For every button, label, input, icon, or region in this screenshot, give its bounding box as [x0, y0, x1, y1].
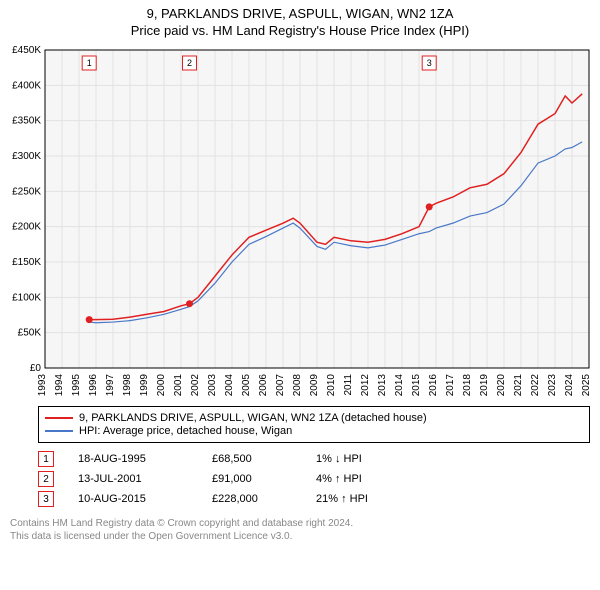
svg-text:2004: 2004: [224, 374, 235, 397]
legend-swatch: [45, 430, 73, 432]
legend-item: HPI: Average price, detached house, Wiga…: [45, 425, 583, 437]
svg-text:£100K: £100K: [12, 292, 41, 303]
svg-text:2025: 2025: [581, 374, 592, 397]
svg-text:£300K: £300K: [12, 151, 41, 162]
svg-text:1994: 1994: [54, 374, 65, 397]
svg-text:£350K: £350K: [12, 116, 41, 127]
title-sub: Price paid vs. HM Land Registry's House …: [4, 23, 596, 38]
sale-date: 18-AUG-1995: [78, 453, 188, 465]
sale-date: 13-JUL-2001: [78, 473, 188, 485]
svg-text:£250K: £250K: [12, 186, 41, 197]
svg-text:1999: 1999: [139, 374, 150, 397]
sale-badge: 2: [38, 471, 54, 487]
svg-text:2002: 2002: [190, 374, 201, 397]
svg-text:2005: 2005: [241, 374, 252, 397]
svg-text:2015: 2015: [411, 374, 422, 397]
title-main: 9, PARKLANDS DRIVE, ASPULL, WIGAN, WN2 1…: [4, 6, 596, 21]
svg-text:£450K: £450K: [12, 45, 41, 56]
svg-text:2024: 2024: [564, 374, 575, 397]
svg-text:2019: 2019: [479, 374, 490, 397]
svg-text:2007: 2007: [275, 374, 286, 397]
svg-text:2021: 2021: [513, 374, 524, 397]
sales-table: 1 18-AUG-1995 £68,500 1% ↓ HPI 2 13-JUL-…: [38, 451, 590, 507]
svg-text:£200K: £200K: [12, 222, 41, 233]
svg-text:£400K: £400K: [12, 80, 41, 91]
svg-text:2023: 2023: [547, 374, 558, 397]
legend: 9, PARKLANDS DRIVE, ASPULL, WIGAN, WN2 1…: [38, 406, 590, 443]
chart-titles: 9, PARKLANDS DRIVE, ASPULL, WIGAN, WN2 1…: [0, 0, 600, 40]
sale-row: 2 13-JUL-2001 £91,000 4% ↑ HPI: [38, 471, 590, 487]
svg-text:1996: 1996: [88, 374, 99, 397]
svg-text:£50K: £50K: [18, 328, 42, 339]
svg-text:£0: £0: [30, 363, 42, 374]
svg-text:2022: 2022: [530, 374, 541, 397]
svg-text:2008: 2008: [292, 374, 303, 397]
svg-text:1993: 1993: [37, 374, 48, 397]
legend-swatch: [45, 417, 73, 419]
sale-date: 10-AUG-2015: [78, 493, 188, 505]
line-chart-svg: £0 £50K £100K £150K £200K £250K £300K £350K £400…: [3, 44, 597, 400]
svg-text:2016: 2016: [428, 374, 439, 397]
sale-badge: 1: [38, 451, 54, 467]
svg-text:2017: 2017: [445, 374, 456, 397]
footer-line: Contains HM Land Registry data © Crown c…: [10, 517, 590, 530]
chart-area: £0 £50K £100K £150K £200K £250K £300K £350K £400…: [3, 44, 597, 400]
svg-text:1: 1: [87, 58, 92, 68]
svg-text:2020: 2020: [496, 374, 507, 397]
sale-row: 1 18-AUG-1995 £68,500 1% ↓ HPI: [38, 451, 590, 467]
sale-hpi: 21% ↑ HPI: [316, 493, 426, 505]
sale-hpi: 1% ↓ HPI: [316, 453, 426, 465]
svg-text:1997: 1997: [105, 374, 116, 397]
svg-text:1995: 1995: [71, 374, 82, 397]
legend-label: HPI: Average price, detached house, Wiga…: [79, 425, 292, 437]
legend-item: 9, PARKLANDS DRIVE, ASPULL, WIGAN, WN2 1…: [45, 412, 583, 424]
footer-line: This data is licensed under the Open Gov…: [10, 530, 590, 543]
svg-text:2001: 2001: [173, 374, 184, 397]
sale-row: 3 10-AUG-2015 £228,000 21% ↑ HPI: [38, 491, 590, 507]
svg-text:2010: 2010: [326, 374, 337, 397]
svg-text:2011: 2011: [343, 374, 354, 396]
sale-price: £68,500: [212, 453, 292, 465]
svg-text:2014: 2014: [394, 374, 405, 397]
svg-text:3: 3: [427, 58, 432, 68]
sale-price: £91,000: [212, 473, 292, 485]
svg-text:2012: 2012: [360, 374, 371, 397]
svg-text:2003: 2003: [207, 374, 218, 397]
footer: Contains HM Land Registry data © Crown c…: [10, 517, 590, 543]
svg-text:2000: 2000: [156, 374, 167, 397]
sale-price: £228,000: [212, 493, 292, 505]
legend-label: 9, PARKLANDS DRIVE, ASPULL, WIGAN, WN2 1…: [79, 412, 427, 424]
sale-badge: 3: [38, 491, 54, 507]
svg-text:2009: 2009: [309, 374, 320, 397]
svg-text:2006: 2006: [258, 374, 269, 397]
svg-text:2013: 2013: [377, 374, 388, 397]
svg-text:2018: 2018: [462, 374, 473, 397]
svg-text:1998: 1998: [122, 374, 133, 397]
sale-hpi: 4% ↑ HPI: [316, 473, 426, 485]
svg-text:£150K: £150K: [12, 257, 41, 268]
svg-text:2: 2: [187, 58, 192, 68]
